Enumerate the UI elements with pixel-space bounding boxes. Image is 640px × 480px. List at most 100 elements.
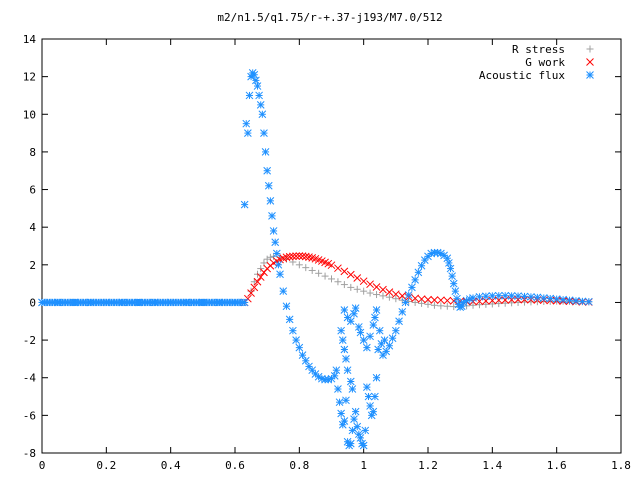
data-point: [247, 289, 255, 297]
data-point: [240, 200, 249, 209]
data-point: [495, 300, 503, 308]
data-point: [348, 385, 357, 393]
data-point: [366, 280, 374, 289]
data-point: [266, 196, 275, 205]
series-1: [240, 252, 593, 307]
y-tick-label: 2: [29, 259, 36, 272]
data-point: [366, 402, 374, 410]
y-tick-label: 14: [23, 33, 37, 46]
x-tick-label: 1.2: [418, 459, 438, 472]
data-point: [445, 259, 453, 267]
data-point: [342, 396, 350, 405]
data-point: [363, 343, 371, 352]
data-point: [292, 252, 300, 261]
data-point: [244, 129, 252, 137]
data-point: [494, 291, 503, 300]
x-tick-label: 0.6: [225, 459, 245, 472]
data-point: [334, 278, 342, 286]
data-point: [301, 252, 310, 261]
data-point: [263, 166, 272, 175]
data-point: [375, 326, 384, 335]
x-tick-label: 1: [360, 459, 367, 472]
data-point: [340, 306, 349, 314]
data-point: [411, 294, 419, 303]
data-point: [527, 292, 535, 301]
data-point: [411, 276, 419, 284]
data-point: [346, 439, 355, 448]
data-point: [475, 292, 484, 301]
data-point: [346, 270, 355, 279]
data-point: [482, 300, 490, 308]
x-tick-label: 0.2: [96, 459, 116, 472]
data-point: [321, 272, 329, 280]
data-point: [348, 426, 357, 435]
legend-marker: [586, 71, 594, 79]
data-point: [347, 283, 355, 291]
data-point: [507, 292, 516, 300]
legend-label: G work: [525, 56, 565, 69]
data-point: [391, 326, 400, 335]
data-point: [501, 291, 510, 300]
data-point: [356, 434, 365, 442]
data-point: [327, 261, 336, 270]
y-tick-label: -6: [23, 409, 36, 422]
data-point: [353, 274, 362, 282]
data-point: [404, 291, 413, 299]
data-point: [276, 270, 284, 279]
data-point: [391, 290, 400, 299]
data-point: [335, 398, 344, 407]
data-point: [565, 296, 574, 305]
data-point: [514, 295, 522, 304]
legend-label: R stress: [512, 43, 565, 56]
data-point: [245, 91, 254, 100]
data-point: [292, 336, 300, 344]
data-point: [414, 268, 423, 277]
data-point: [302, 264, 310, 272]
data-point: [264, 181, 273, 190]
data-point: [350, 415, 358, 423]
x-tick-label: 1.6: [547, 459, 567, 472]
data-point: [350, 309, 358, 318]
data-point: [380, 336, 389, 344]
series-2: [38, 69, 593, 450]
x-tick-label: 0.4: [161, 459, 181, 472]
x-tick-label: 0.8: [289, 459, 309, 472]
y-tick-label: 6: [29, 184, 36, 197]
data-point: [373, 291, 381, 299]
data-point: [488, 292, 497, 300]
data-point: [401, 298, 410, 307]
data-point: [578, 297, 587, 306]
data-point: [255, 91, 263, 100]
data-point: [443, 254, 452, 263]
data-point: [295, 343, 304, 352]
data-point: [552, 295, 561, 303]
data-point: [449, 279, 458, 288]
data-point: [451, 287, 460, 296]
data-point: [285, 252, 294, 261]
data-point: [238, 298, 247, 307]
data-point: [247, 72, 255, 81]
data-point: [274, 260, 283, 269]
data-point: [250, 70, 259, 79]
data-point: [332, 366, 341, 375]
data-point: [379, 285, 387, 294]
data-point: [366, 289, 374, 297]
data-point: [272, 249, 281, 258]
data-point: [282, 253, 291, 262]
y-tick-label: -2: [23, 334, 36, 347]
data-point: [437, 302, 445, 310]
data-point: [351, 304, 360, 312]
data-point: [363, 383, 371, 391]
data-point: [279, 287, 288, 296]
data-point: [359, 277, 368, 286]
y-tick-label: 0: [29, 296, 36, 309]
data-point: [408, 283, 416, 292]
data-point: [469, 294, 477, 302]
data-point: [379, 292, 387, 300]
data-point: [261, 148, 270, 156]
data-point: [488, 300, 496, 308]
data-point: [330, 371, 339, 380]
data-point: [372, 373, 381, 382]
data-point: [395, 317, 403, 326]
